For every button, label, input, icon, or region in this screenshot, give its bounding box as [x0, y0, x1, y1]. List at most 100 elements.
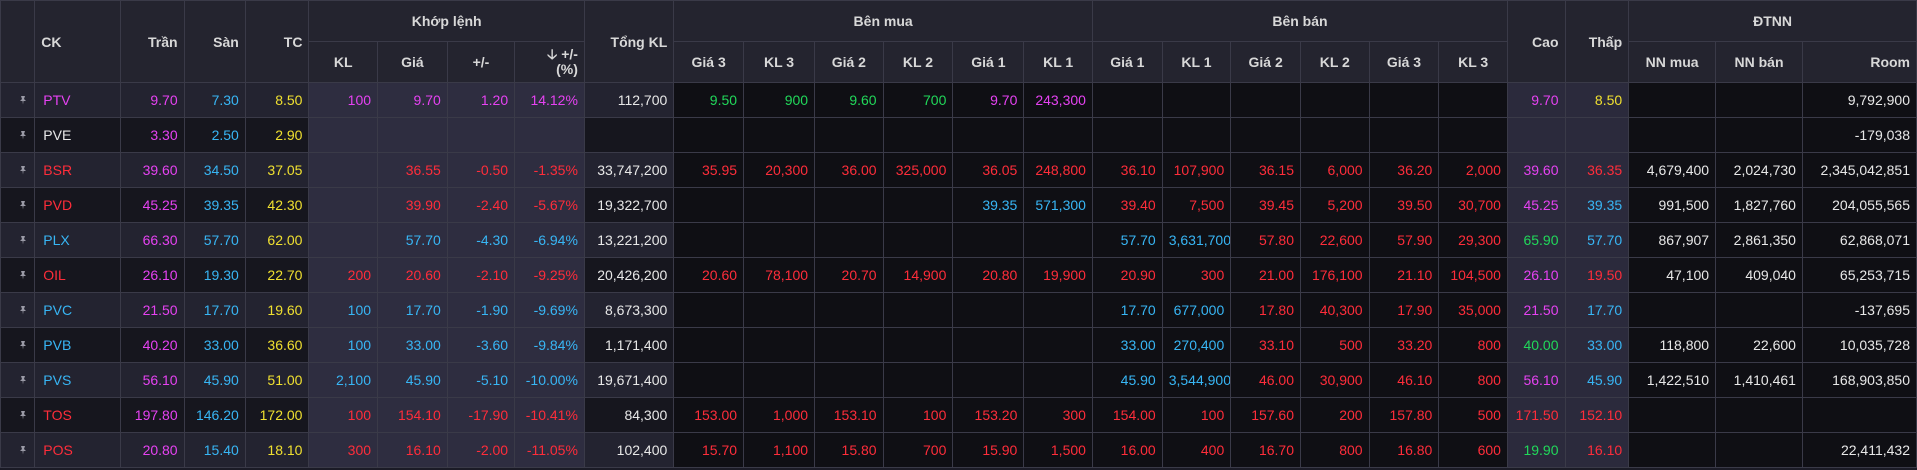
sort-down-icon: 🡣: [547, 46, 558, 62]
symbol-cell[interactable]: POS: [34, 432, 121, 468]
col-tran[interactable]: Trần: [119, 0, 185, 83]
col-buy-gia1[interactable]: Giá 1: [952, 41, 1025, 83]
sell-volume-2: 800: [1300, 432, 1370, 468]
symbol-cell[interactable]: PVD: [34, 187, 121, 223]
sell-volume-1: [1161, 82, 1232, 118]
buy-volume-3: 78,100: [743, 257, 816, 293]
col-kl[interactable]: KL: [308, 41, 379, 83]
match-volume: [308, 187, 379, 223]
col-change-pct[interactable]: 🡣 +/- (%): [514, 41, 585, 83]
reference-price: 18.10: [244, 432, 310, 468]
foreign-room: 2,345,042,851: [1801, 152, 1917, 188]
pin-icon[interactable]: [0, 117, 36, 153]
table-row[interactable]: POS 20.80 15.40 18.10 300 16.10 -2.00 -11.05% 10…: [0, 432, 1917, 468]
sell-price-2: 33.10: [1230, 327, 1302, 363]
reference-price: 22.70: [244, 257, 310, 293]
ceiling-price: 56.10: [119, 362, 185, 398]
ceiling-price: 3.30: [119, 117, 185, 153]
buy-volume-2: [882, 292, 954, 328]
col-buy-kl2[interactable]: KL 2: [882, 41, 954, 83]
table-row[interactable]: TOS 197.80 146.20 172.00 100 154.10 -17.90 -10.…: [0, 397, 1917, 433]
match-change-pct: -9.84%: [514, 327, 585, 363]
match-change-pct: -6.94%: [514, 222, 585, 258]
table-row[interactable]: OIL 26.10 19.30 22.70 200 20.60 -2.10 -9.25% 20,…: [0, 257, 1917, 293]
symbol-cell[interactable]: BSR: [34, 152, 121, 188]
pin-icon[interactable]: [18, 305, 28, 315]
col-ck[interactable]: CK: [34, 0, 121, 83]
pin-icon[interactable]: [0, 362, 36, 398]
match-change-pct: 14.12%: [514, 82, 585, 118]
symbol-cell[interactable]: PTV: [34, 82, 121, 118]
pin-icon[interactable]: [0, 187, 36, 223]
col-nn-mua[interactable]: NN mua: [1628, 41, 1717, 83]
total-volume: 19,322,700: [583, 187, 675, 223]
symbol-cell[interactable]: PVS: [34, 362, 121, 398]
table-row[interactable]: PVE 3.30 2.50 2.90 -179,038: [0, 117, 1917, 153]
col-san[interactable]: Sàn: [183, 0, 246, 83]
pin-icon[interactable]: [0, 397, 36, 433]
col-buy-kl1[interactable]: KL 1: [1023, 41, 1093, 83]
symbol-cell[interactable]: OIL: [34, 257, 121, 293]
pin-icon[interactable]: [18, 340, 28, 350]
symbol-cell[interactable]: TOS: [34, 397, 121, 433]
pin-icon[interactable]: [0, 222, 36, 258]
col-nn-ban[interactable]: NN bán: [1715, 41, 1803, 83]
pin-icon[interactable]: [18, 445, 28, 455]
pin-icon[interactable]: [18, 270, 28, 280]
col-gia[interactable]: Giá: [377, 41, 448, 83]
floor-price: 19.30: [183, 257, 246, 293]
table-row[interactable]: PVC 21.50 17.70 19.60 100 17.70 -1.90 -9.69% 8,6…: [0, 292, 1917, 328]
col-buy-gia2[interactable]: Giá 2: [814, 41, 884, 83]
col-tc[interactable]: TC: [244, 0, 310, 83]
sell-price-1: [1091, 117, 1163, 153]
col-change[interactable]: +/-: [446, 41, 516, 83]
pin-icon[interactable]: [18, 200, 28, 210]
col-sell-gia3[interactable]: Giá 3: [1368, 41, 1440, 83]
table-row[interactable]: PVB 40.20 33.00 36.60 100 33.00 -3.60 -9.84% 1,1…: [0, 327, 1917, 363]
high-price: 171.50: [1506, 397, 1566, 433]
col-room[interactable]: Room: [1801, 41, 1917, 83]
col-thap[interactable]: Thấp: [1564, 0, 1630, 83]
symbol-cell[interactable]: PLX: [34, 222, 121, 258]
pin-icon[interactable]: [18, 95, 28, 105]
symbol-cell[interactable]: PVC: [34, 292, 121, 328]
col-sell-gia1[interactable]: Giá 1: [1091, 41, 1163, 83]
col-sell-kl2[interactable]: KL 2: [1300, 41, 1370, 83]
table-row[interactable]: PLX 66.30 57.70 62.00 57.70 -4.30 -6.94% 13,221…: [0, 222, 1917, 258]
col-buy-gia3[interactable]: Giá 3: [673, 41, 745, 83]
col-cao[interactable]: Cao: [1506, 0, 1566, 83]
symbol-cell[interactable]: PVB: [34, 327, 121, 363]
col-sell-gia2[interactable]: Giá 2: [1230, 41, 1302, 83]
pin-icon[interactable]: [18, 165, 28, 175]
table-row[interactable]: PVS 56.10 45.90 51.00 2,100 45.90 -5.10 -10.00%…: [0, 362, 1917, 398]
table-row[interactable]: BSR 39.60 34.50 37.05 36.55 -0.50 -1.35% 33,747…: [0, 152, 1917, 188]
table-row[interactable]: PTV 9.70 7.30 8.50 100 9.70 1.20 14.12% 112,700 9…: [0, 82, 1917, 118]
sell-price-2: 21.00: [1230, 257, 1302, 293]
pin-icon[interactable]: [18, 235, 28, 245]
sell-volume-1: 300: [1161, 257, 1232, 293]
buy-volume-1: 300: [1023, 397, 1093, 433]
match-volume: 100: [308, 327, 379, 363]
match-change-pct: -9.69%: [514, 292, 585, 328]
sell-volume-1: 3,544,900: [1161, 362, 1232, 398]
col-sell-kl3[interactable]: KL 3: [1438, 41, 1508, 83]
pin-icon[interactable]: [18, 130, 28, 140]
buy-volume-3: [743, 327, 816, 363]
pin-icon[interactable]: [0, 432, 36, 468]
col-sell-kl1[interactable]: KL 1: [1161, 41, 1232, 83]
pin-icon[interactable]: [0, 257, 36, 293]
pin-icon[interactable]: [0, 327, 36, 363]
pin-icon[interactable]: [18, 410, 28, 420]
match-price: [377, 117, 448, 153]
pin-icon[interactable]: [0, 292, 36, 328]
col-buy-kl3[interactable]: KL 3: [743, 41, 816, 83]
sell-price-1: 45.90: [1091, 362, 1163, 398]
table-row[interactable]: PVD 45.25 39.35 42.30 39.90 -2.40 -5.67% 19,322…: [0, 187, 1917, 223]
pin-icon[interactable]: [0, 152, 36, 188]
symbol-cell[interactable]: PVE: [34, 117, 121, 153]
match-volume: 100: [308, 292, 379, 328]
col-tong-kl[interactable]: Tổng KL: [583, 0, 675, 83]
pin-icon[interactable]: [18, 375, 28, 385]
total-volume: 112,700: [583, 82, 675, 118]
pin-icon[interactable]: [0, 82, 36, 118]
